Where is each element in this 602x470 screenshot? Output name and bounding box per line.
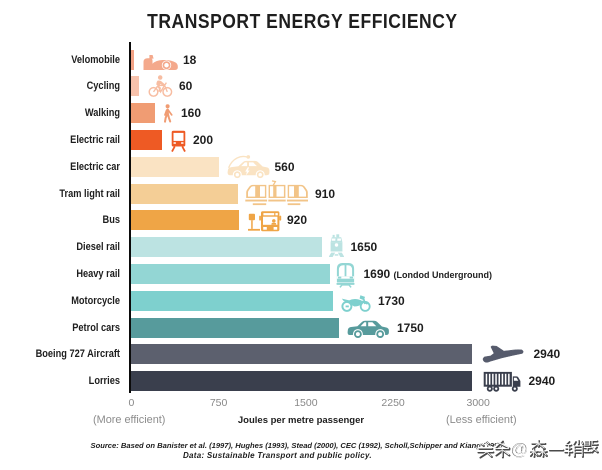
svg-text:@: @	[511, 439, 528, 459]
svg-text:@: @	[511, 439, 528, 459]
